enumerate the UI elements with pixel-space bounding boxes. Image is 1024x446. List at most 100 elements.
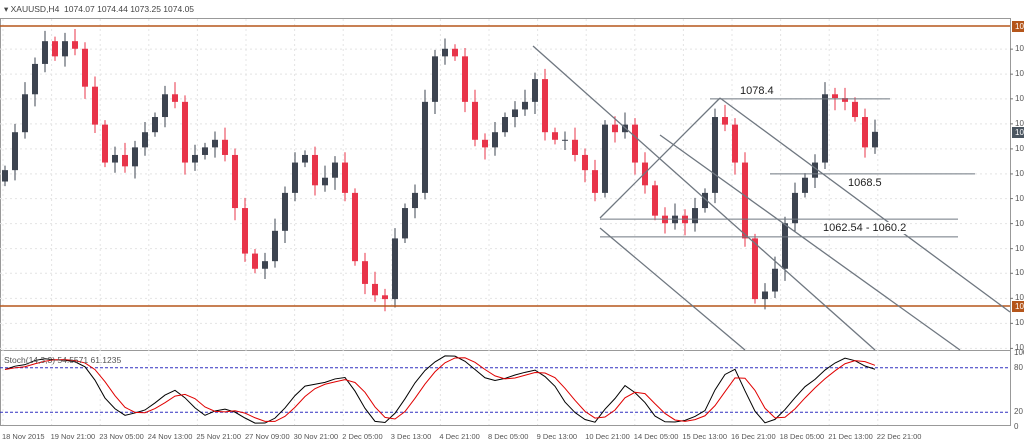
time-tick-label: 25 Nov 21:00: [196, 432, 242, 441]
candle-body: [282, 192, 288, 231]
channel-line: [659, 134, 961, 351]
price-tick-label: 1052.10: [1015, 293, 1024, 303]
time-tick-label: 27 Nov 09:00: [245, 432, 290, 441]
candle-body: [332, 162, 338, 178]
candle-body: [32, 63, 38, 95]
support-zone-label: 1062.54 - 1060.2: [823, 222, 907, 234]
candle-body: [642, 162, 648, 186]
candle-body: [782, 223, 788, 269]
resistance-label: 1078.4: [740, 85, 774, 97]
price-tick-label: 1084.95: [1015, 44, 1024, 54]
stoch-signal-line: [4, 357, 876, 422]
candle-body: [292, 162, 298, 193]
candle-body: [592, 170, 598, 193]
candle-body: [202, 147, 208, 155]
candle-body: [392, 238, 398, 300]
time-tick-label: 18 Dec 05:00: [779, 432, 825, 441]
candle-body: [572, 139, 578, 155]
candle-body: [522, 101, 528, 110]
candle-body: [712, 117, 718, 193]
candle-body: [742, 162, 748, 239]
price-tick-label: 1075.10: [1015, 118, 1024, 128]
candle-body: [92, 86, 98, 125]
chart-title: ▾ XAUUSD,H4 1074.07 1074.44 1073.25 1074…: [4, 4, 195, 14]
candle-body: [372, 283, 378, 296]
candle-body: [562, 139, 568, 141]
channel-line: [719, 97, 1011, 313]
candle-body: [52, 41, 58, 57]
candle-body: [402, 208, 408, 239]
candle-body: [772, 268, 778, 292]
candle-body: [222, 139, 228, 155]
candle-body: [212, 139, 218, 148]
candle-body: [652, 185, 658, 216]
candle-body: [432, 56, 438, 102]
time-tick-label: 9 Dec 13:00: [536, 432, 578, 441]
stoch-main-line: [4, 355, 876, 424]
price-tick-label: 1055.40: [1015, 268, 1024, 278]
candle-body: [112, 154, 118, 163]
time-tick-label: 8 Dec 05:00: [488, 432, 529, 441]
candle-body: [102, 124, 108, 163]
candle-body: [842, 98, 848, 102]
candle-body: [182, 101, 188, 163]
candle-body: [42, 41, 48, 64]
candle-body: [422, 101, 428, 193]
candle-body: [502, 117, 508, 133]
price-tick-label: 1048.80: [1015, 318, 1024, 328]
time-tick-label: 18 Nov 2015: [2, 432, 45, 441]
candle-body: [412, 192, 418, 209]
candle-body: [632, 124, 638, 163]
candle-body: [732, 124, 738, 163]
time-tick-label: 2 Dec 05:00: [342, 432, 383, 441]
candle-body: [692, 208, 698, 224]
candle-body: [582, 154, 588, 171]
channel-line: [599, 97, 721, 219]
stoch-level-label: 100: [1014, 348, 1024, 357]
time-tick-label: 30 Nov 21:00: [293, 432, 339, 441]
candle-body: [132, 147, 138, 167]
price-tick-label: 1078.40: [1015, 93, 1024, 103]
time-tick-label: 3 Dec 13:00: [390, 432, 432, 441]
candle-body: [162, 94, 168, 118]
time-tick-label: 16 Dec 21:00: [731, 432, 776, 441]
price-tick-label: 1058.65: [1015, 243, 1024, 253]
stoch-level-label: 20: [1014, 407, 1023, 417]
support-label: 1068.5: [848, 177, 882, 189]
time-tick-label: 14 Dec 05:00: [633, 432, 679, 441]
price-tick-label: 1068.50: [1015, 168, 1024, 178]
price-tick-label: 1061.95: [1015, 218, 1024, 228]
candle-body: [272, 230, 278, 262]
candle-body: [62, 41, 68, 57]
price-tick-label: 1065.25: [1015, 193, 1024, 203]
candle-body: [872, 131, 878, 148]
candle-body: [152, 117, 158, 133]
candle-body: [382, 295, 388, 300]
time-tick-label: 10 Dec 21:00: [585, 432, 630, 441]
candle-body: [12, 132, 18, 171]
candle-body: [552, 132, 558, 140]
candle-body: [442, 48, 448, 57]
channel-line: [599, 227, 746, 351]
candle-body: [192, 154, 198, 163]
candle-body: [172, 94, 178, 102]
price-tag-current: 1074.05: [1012, 126, 1024, 138]
candle-body: [512, 109, 518, 118]
candle-body: [312, 154, 318, 186]
price-tick-label: 1071.80: [1015, 143, 1024, 153]
candle-body: [22, 94, 28, 133]
price-tag-level_bottom: 1051.09: [1012, 300, 1024, 312]
candle-body: [322, 177, 328, 186]
time-tick-label: 4 Dec 21:00: [439, 432, 480, 441]
candle-body: [792, 192, 798, 224]
dropdown-arrow-icon[interactable]: ▾: [4, 4, 11, 14]
candle-body: [262, 261, 268, 269]
time-tick-label: 15 Dec 13:00: [682, 432, 728, 441]
candle-body: [802, 177, 808, 193]
channel-line: [532, 45, 876, 351]
candle-body: [462, 56, 468, 102]
time-tick-label: 19 Nov 21:00: [50, 432, 96, 441]
price-tag-level_top: 1088.00: [1012, 21, 1024, 32]
stoch-panel-frame: [0, 350, 1011, 426]
